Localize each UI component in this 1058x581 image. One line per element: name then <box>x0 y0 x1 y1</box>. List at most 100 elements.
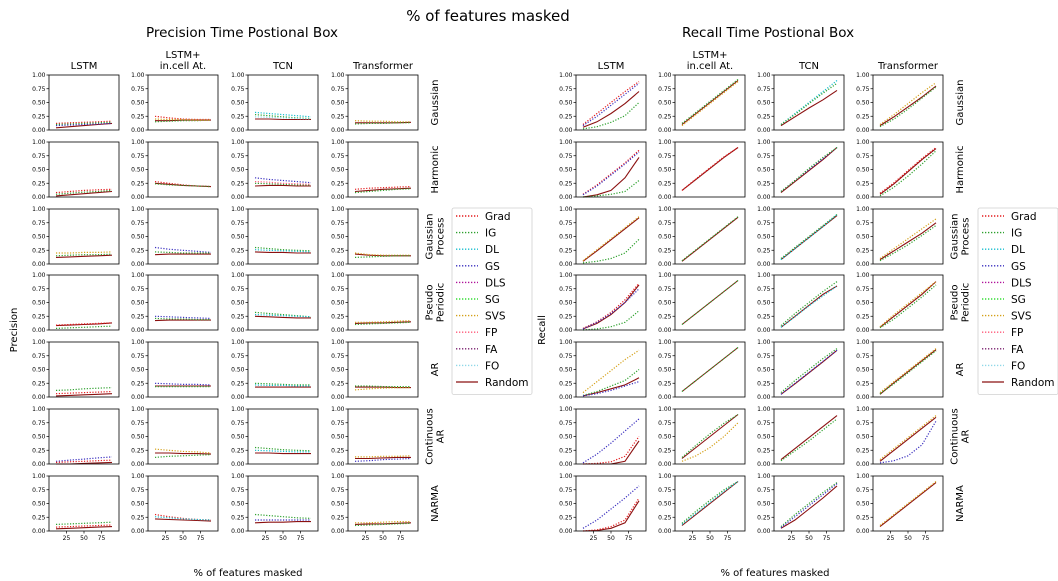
series-line-dl <box>154 516 212 521</box>
y-tick-label: 0.00 <box>32 261 46 268</box>
legend-0: Grad IG DL GS DLS SG SVS FP FA FO Random <box>451 207 533 396</box>
x-tick-label: 75 <box>197 535 205 542</box>
series-line-random <box>582 377 640 397</box>
y-tick-label: 0.25 <box>131 180 145 187</box>
series-line-ig <box>254 182 311 186</box>
row-label: NARMA <box>955 485 966 522</box>
y-tick-label: 0.50 <box>757 100 771 107</box>
y-tick-label: 0.25 <box>658 313 672 320</box>
recall-ylabel: Recall <box>537 315 548 345</box>
series-line-random <box>254 521 311 524</box>
y-tick-label: 0.25 <box>32 447 46 454</box>
y-tick-label: 0.50 <box>331 501 345 508</box>
subplot: 0.00 0.25 0.50 0.75 1.00 <box>331 139 419 201</box>
subplot-frame <box>575 141 647 198</box>
y-tick-label: 0.50 <box>856 100 870 107</box>
series-line-random <box>681 280 739 325</box>
y-tick-label: 0.75 <box>32 220 46 227</box>
row-label-line: Process <box>961 218 972 256</box>
x-tick-label: 25 <box>887 535 895 542</box>
series-line-dl <box>254 449 311 453</box>
row-label: AR <box>430 363 441 377</box>
subplot-frame <box>247 141 319 198</box>
y-tick-label: 0.50 <box>559 434 573 441</box>
series-line-fp <box>254 181 312 185</box>
y-tick-label: 0.00 <box>658 528 672 535</box>
y-tick-label: 0.50 <box>32 300 46 307</box>
y-tick-label: 0.50 <box>856 167 870 174</box>
subplot: 0.00 0.25 0.50 0.75 1.00 <box>658 206 746 268</box>
y-tick-label: 0.00 <box>559 461 573 468</box>
series-line-random <box>582 157 640 198</box>
y-tick-label: 0.00 <box>856 528 870 535</box>
series-line-random <box>255 118 311 121</box>
x-tick-label: 25 <box>162 535 170 542</box>
legend-label-gs: GS <box>1011 261 1026 273</box>
y-tick-label: 1.00 <box>757 339 771 346</box>
legend-label-gs: GS <box>485 261 500 273</box>
subplot: 0.00 0.25 0.50 0.75 1.00 25 50 75 <box>231 473 319 542</box>
subplot: 0.00 0.25 0.50 0.75 1.00 <box>231 339 319 401</box>
y-tick-label: 0.50 <box>658 501 672 508</box>
recall-xlabel: % of features masked <box>720 568 829 579</box>
y-tick-label: 0.00 <box>856 461 870 468</box>
legend-label-fp: FP <box>485 327 497 339</box>
subplot-frame <box>773 408 845 465</box>
series-line-grad <box>582 149 640 195</box>
y-tick-label: 0.75 <box>856 353 870 360</box>
series-line-ig <box>55 387 113 391</box>
y-tick-label: 0.50 <box>559 501 573 508</box>
series-line-gs <box>354 457 412 462</box>
series-line-random <box>681 147 739 191</box>
subplot: 0.00 0.25 0.50 0.75 1.00 <box>658 272 746 334</box>
legend-label-grad: Grad <box>1011 211 1037 223</box>
y-tick-label: 0.00 <box>331 194 345 201</box>
row-label: Continuous AR <box>425 408 447 464</box>
series-line-random <box>879 85 937 127</box>
series-line-random <box>254 184 311 187</box>
y-tick-label: 1.00 <box>856 206 870 213</box>
y-tick-label: 0.25 <box>856 247 870 254</box>
y-tick-label: 0.00 <box>131 528 145 535</box>
y-tick-label: 0.50 <box>658 234 672 241</box>
series-line-ig <box>55 253 113 257</box>
y-tick-label: 1.00 <box>331 473 345 480</box>
subplot: 0.00 0.25 0.50 0.75 1.00 <box>331 206 419 268</box>
y-tick-label: 1.00 <box>231 339 245 346</box>
subplot: 0.00 0.25 0.50 0.75 1.00 <box>331 406 419 468</box>
y-tick-label: 0.00 <box>331 394 345 401</box>
y-tick-label: 0.25 <box>131 514 145 521</box>
legend-label-dl: DL <box>485 244 499 256</box>
series-line-ig <box>254 446 312 452</box>
y-tick-label: 0.50 <box>32 501 46 508</box>
series-line-svs <box>879 82 937 125</box>
series-line-random <box>879 148 937 195</box>
y-tick-label: 0.00 <box>131 327 145 334</box>
y-tick-label: 0.75 <box>331 286 345 293</box>
series-line-svs <box>355 320 412 323</box>
y-tick-label: 0.50 <box>231 300 245 307</box>
subplot-frame <box>247 408 319 465</box>
y-tick-label: 0.50 <box>658 167 672 174</box>
series-line-ig <box>582 238 640 264</box>
y-tick-label: 1.00 <box>32 206 46 213</box>
series-line-ig <box>681 413 739 458</box>
subplot: 0.00 0.25 0.50 0.75 1.00 <box>658 406 746 468</box>
y-tick-label: 1.00 <box>131 139 145 146</box>
series-line-dl <box>254 384 311 387</box>
x-tick-label: 75 <box>98 535 106 542</box>
y-tick-label: 1.00 <box>559 272 573 279</box>
y-tick-label: 0.00 <box>658 461 672 468</box>
legend-label-fp: FP <box>1011 327 1023 339</box>
series-line-random <box>681 216 739 262</box>
series-line-grad <box>582 81 640 125</box>
series-line-svs <box>154 448 212 454</box>
legend-label-sg: SG <box>1011 294 1026 306</box>
row-label-line: Pseudo <box>425 284 436 320</box>
y-tick-label: 1.00 <box>559 406 573 413</box>
y-tick-label: 0.25 <box>757 247 771 254</box>
series-line-random <box>681 481 739 526</box>
y-tick-label: 0.75 <box>658 153 672 160</box>
y-tick-label: 0.50 <box>331 100 345 107</box>
